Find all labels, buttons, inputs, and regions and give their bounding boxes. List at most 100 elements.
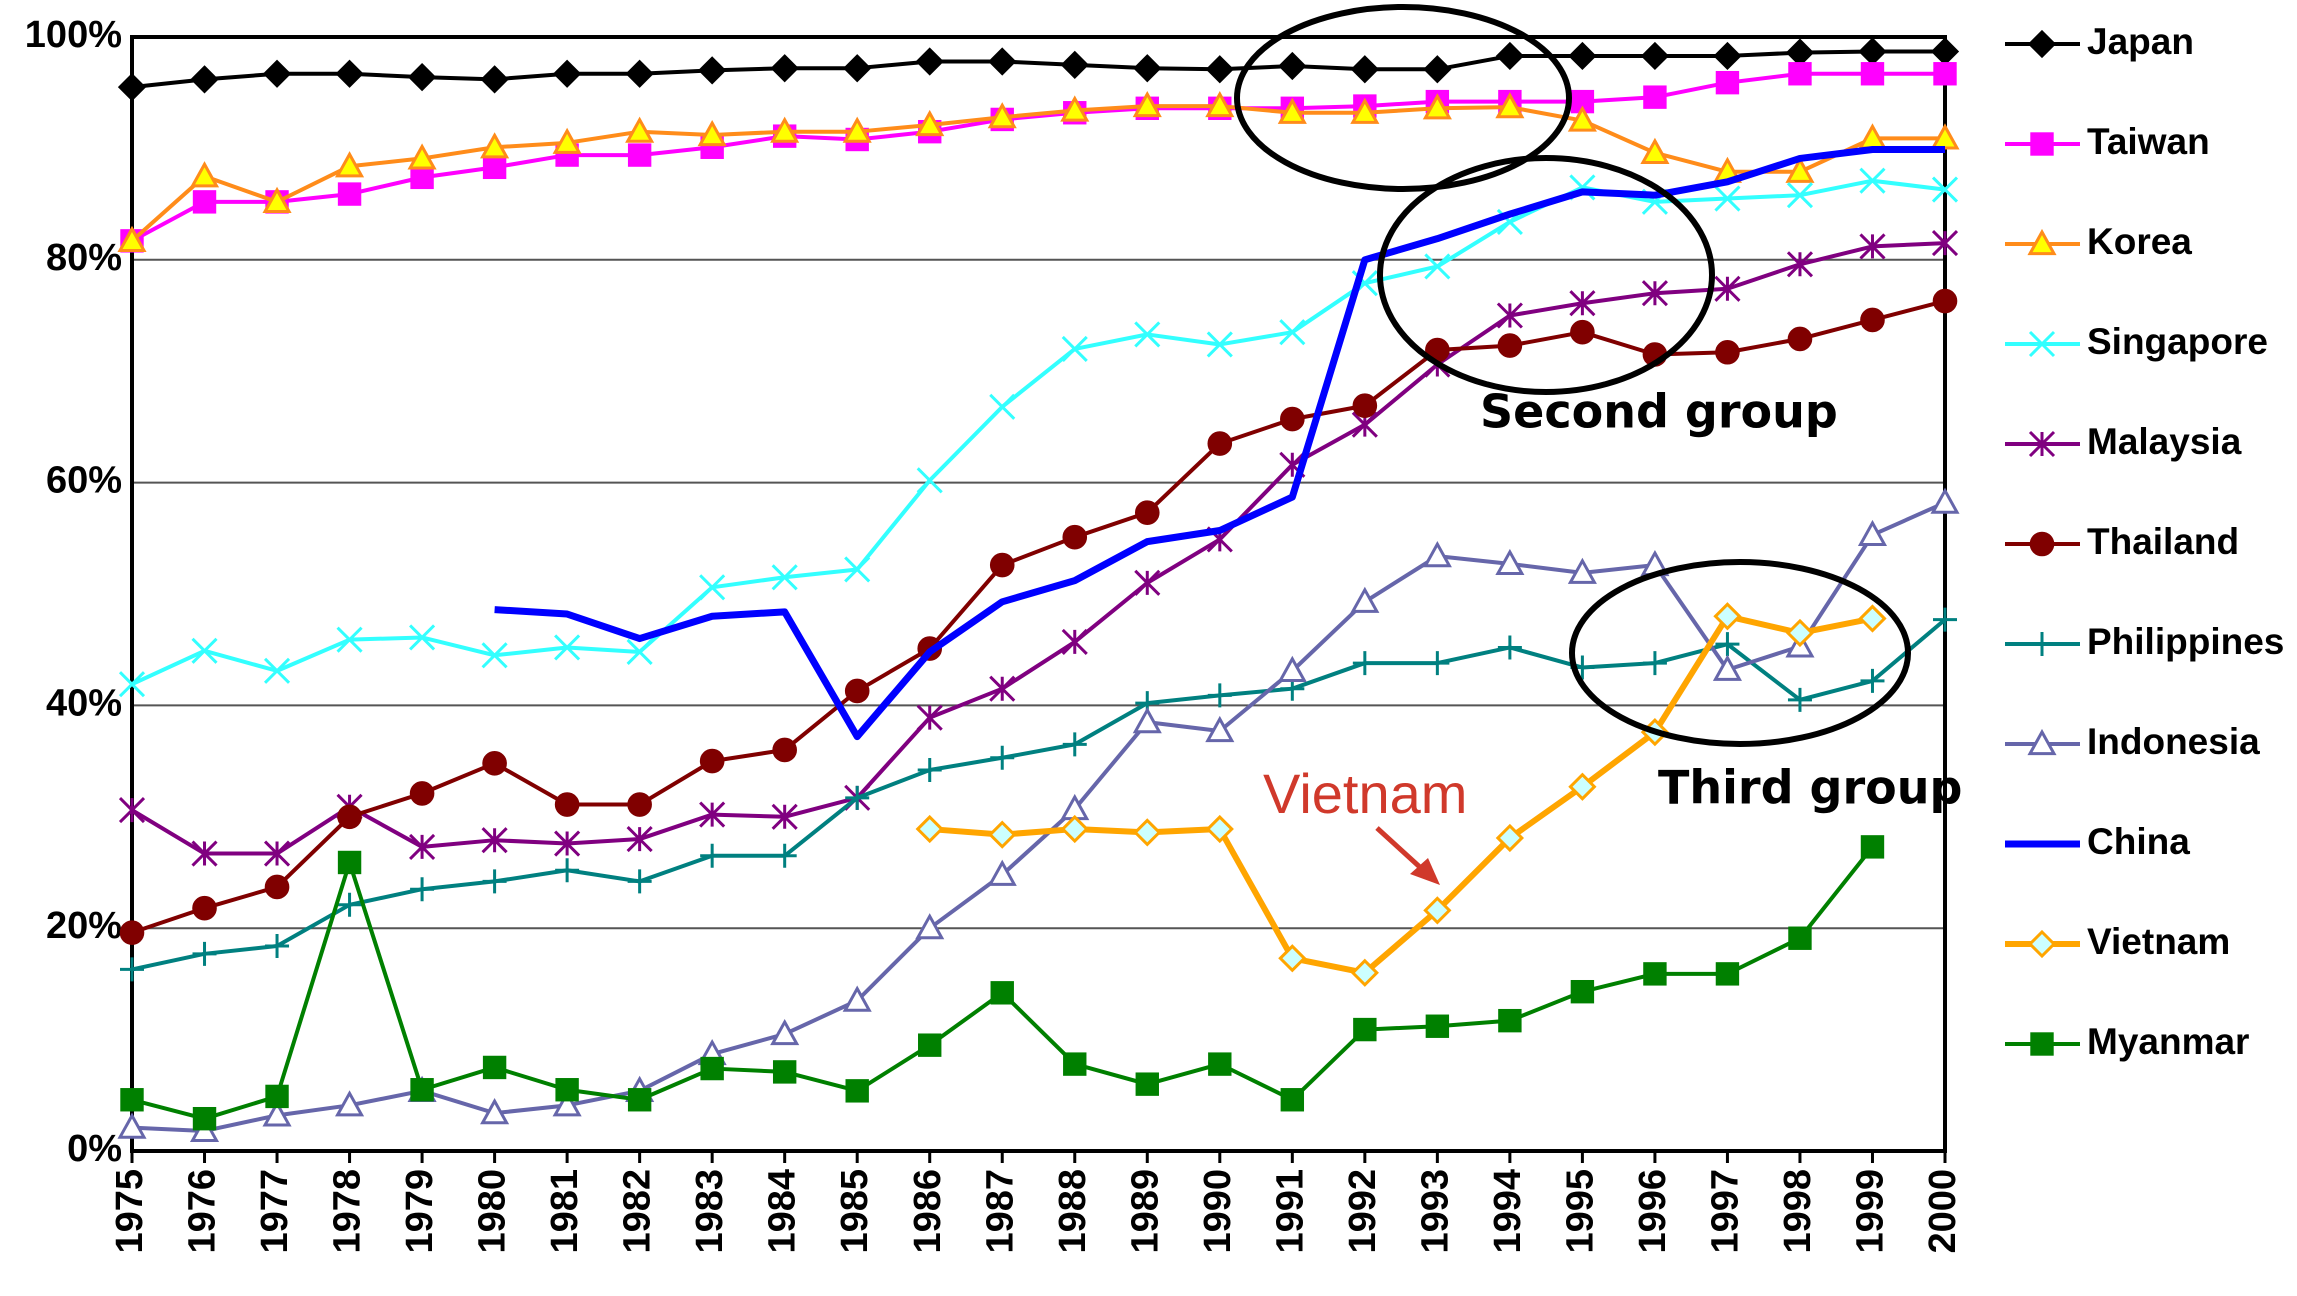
marker: [1786, 182, 1814, 209]
marker: [191, 637, 218, 664]
marker: [917, 758, 942, 783]
marker: [1353, 1017, 1377, 1042]
marker: [1930, 37, 1960, 66]
marker: [1060, 50, 1089, 79]
x-tick-label: 1991: [1269, 1169, 1311, 1254]
x-tick-label: 1984: [762, 1169, 804, 1254]
marker: [1788, 62, 1812, 86]
marker: [1280, 1088, 1305, 1112]
marker: [1568, 41, 1597, 71]
series: [119, 288, 1958, 945]
marker: [1785, 618, 1815, 648]
marker: [265, 934, 290, 959]
x-tick-label: 1982: [617, 1169, 659, 1254]
marker: [2027, 228, 2057, 256]
marker: [480, 1098, 510, 1125]
legend-item: Taiwan: [2005, 121, 2210, 162]
marker: [2027, 929, 2057, 959]
x-tick-label: 1975: [109, 1169, 151, 1254]
legend-item: Thailand: [2005, 521, 2239, 562]
marker: [1425, 651, 1450, 676]
marker: [627, 1088, 652, 1112]
marker: [190, 65, 219, 94]
marker: [1713, 41, 1742, 71]
marker: [554, 634, 581, 661]
marker: [1858, 604, 1887, 633]
series: [117, 90, 1960, 252]
x-tick-label: 1981: [544, 1169, 586, 1254]
marker: [1933, 607, 1957, 632]
marker: [263, 840, 291, 867]
legend-item: Vietnam: [2005, 921, 2230, 962]
axes: 0% 20% 40% 60% 80% 100% 1975 1976 1977 1978 1979 19…: [25, 14, 1964, 1254]
marker: [337, 850, 362, 875]
marker: [770, 54, 799, 83]
legend-label: Thailand: [2087, 521, 2239, 562]
marker: [770, 1018, 800, 1046]
y-tick-label: 40%: [46, 682, 122, 724]
x-tick-label: 1989: [1124, 1169, 1166, 1254]
marker: [552, 127, 582, 154]
series-line: [131, 299, 1946, 935]
marker: [842, 985, 872, 1012]
legend-item: Malaysia: [2005, 421, 2242, 462]
marker: [989, 675, 1016, 702]
marker: [916, 704, 943, 731]
marker: [1857, 519, 1888, 547]
marker: [1567, 557, 1597, 584]
marker: [1570, 319, 1595, 345]
x-tick-label: 1979: [399, 1169, 441, 1254]
marker: [627, 143, 652, 167]
marker: [336, 626, 363, 653]
series: [120, 607, 1957, 982]
series: [915, 602, 1887, 987]
legend-label: Korea: [2087, 221, 2192, 262]
marker: [410, 877, 435, 902]
x-tick-label: 1980: [472, 1169, 514, 1254]
marker: [263, 657, 291, 684]
marker: [335, 1090, 365, 1117]
marker: [1785, 38, 1815, 67]
series-line: [494, 146, 1945, 741]
marker: [1061, 628, 1088, 655]
marker: [990, 745, 1015, 770]
marker: [845, 1079, 869, 1103]
marker: [989, 552, 1015, 578]
marker: [1715, 632, 1740, 657]
x-tick-label: 2000: [1922, 1169, 1964, 1254]
marker: [410, 1078, 434, 1102]
marker: [842, 116, 872, 143]
marker: [2030, 632, 2054, 656]
marker: [1350, 958, 1379, 987]
marker: [1279, 319, 1306, 346]
marker: [772, 843, 797, 868]
marker: [700, 843, 725, 868]
marker: [2027, 29, 2057, 59]
marker: [118, 671, 146, 698]
series-line: [131, 618, 1947, 972]
marker: [555, 1078, 579, 1102]
marker: [915, 47, 944, 76]
marker: [482, 155, 507, 180]
marker: [1715, 70, 1740, 95]
marker: [627, 869, 652, 894]
marker: [771, 564, 798, 591]
marker: [1205, 715, 1235, 743]
marker: [1715, 962, 1740, 986]
marker: [1860, 62, 1885, 86]
marker: [1496, 302, 1523, 329]
marker: [192, 941, 217, 966]
marker: [192, 1106, 217, 1131]
marker: [1497, 635, 1522, 660]
marker: [120, 1088, 144, 1112]
marker: [1569, 290, 1596, 317]
marker: [1786, 251, 1814, 278]
y-tick-label: 80%: [46, 237, 122, 279]
marker: [262, 59, 292, 88]
x-tick-label: 1997: [1704, 1169, 1746, 1254]
x-tick-label: 1995: [1559, 1169, 1601, 1254]
marker: [2029, 531, 2055, 557]
marker: [1860, 835, 1885, 859]
marker: [407, 143, 437, 170]
x-tick-label: 1977: [254, 1169, 296, 1254]
